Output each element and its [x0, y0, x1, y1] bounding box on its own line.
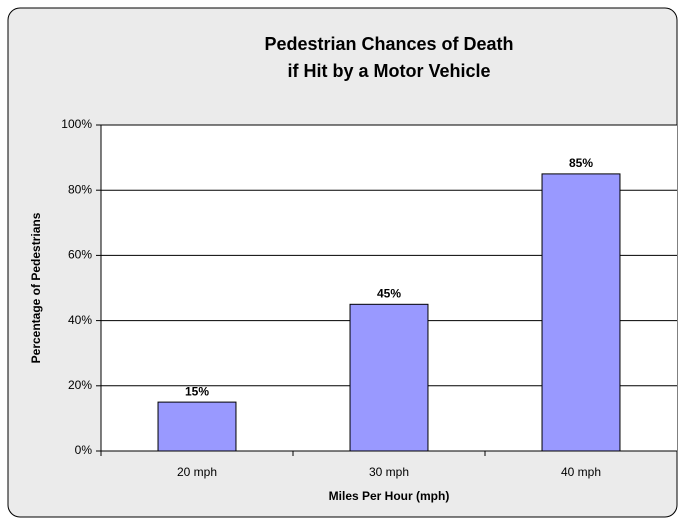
chart-title: Pedestrian Chances of Death [264, 34, 513, 54]
bar [349, 303, 429, 452]
value-label: 15% [185, 384, 209, 398]
bar [157, 401, 237, 452]
y-tick-label: 20% [68, 378, 92, 392]
value-label: 45% [377, 286, 401, 300]
x-axis-title: Miles Per Hour (mph) [329, 489, 450, 503]
y-tick-label: 80% [68, 182, 92, 196]
x-tick-label: 40 mph [561, 465, 601, 479]
y-tick-label: 60% [68, 248, 92, 262]
y-tick-label: 0% [75, 443, 93, 457]
y-tick-label: 100% [61, 117, 92, 131]
bar [541, 173, 621, 452]
value-label: 85% [569, 156, 593, 170]
y-axis-title: Percentage of Pedestrians [29, 212, 43, 363]
x-tick-label: 20 mph [177, 465, 217, 479]
chart-title: if Hit by a Motor Vehicle [287, 61, 490, 81]
x-tick-label: 30 mph [369, 465, 409, 479]
y-tick-label: 40% [68, 313, 92, 327]
